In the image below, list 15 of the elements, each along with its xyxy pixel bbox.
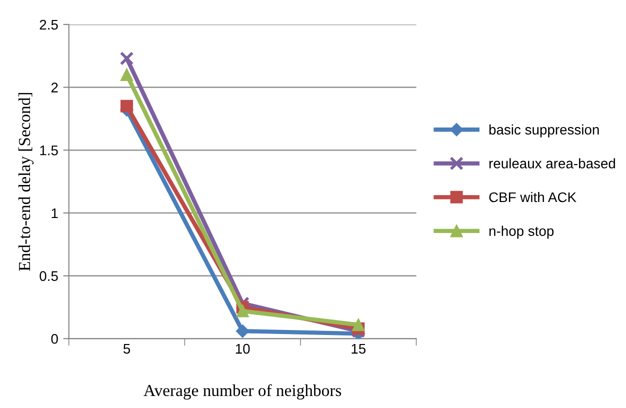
- legend-label: basic suppression: [489, 124, 599, 138]
- y-tick-label: 1: [52, 208, 58, 218]
- x-tick-label: 10: [236, 344, 250, 354]
- y-tick-label: 0.5: [40, 271, 58, 281]
- y-tick-label: 2: [51, 82, 58, 92]
- y-tick-label: 0: [51, 334, 58, 344]
- x-tick-label: 15: [352, 344, 366, 354]
- legend-label: CBF with ACK: [489, 192, 576, 202]
- y-tick-label: 2.5: [40, 20, 58, 30]
- y-tick-label: 1.5: [40, 146, 58, 156]
- legend-label: reuleaux area-based: [489, 158, 616, 168]
- legend-label: n-hop stop: [489, 226, 554, 239]
- x-tick-label: 5: [123, 344, 130, 354]
- x-axis-title: Average number of neighbors: [144, 384, 342, 400]
- y-axis-title: End-to-end delay [Second]: [18, 93, 34, 271]
